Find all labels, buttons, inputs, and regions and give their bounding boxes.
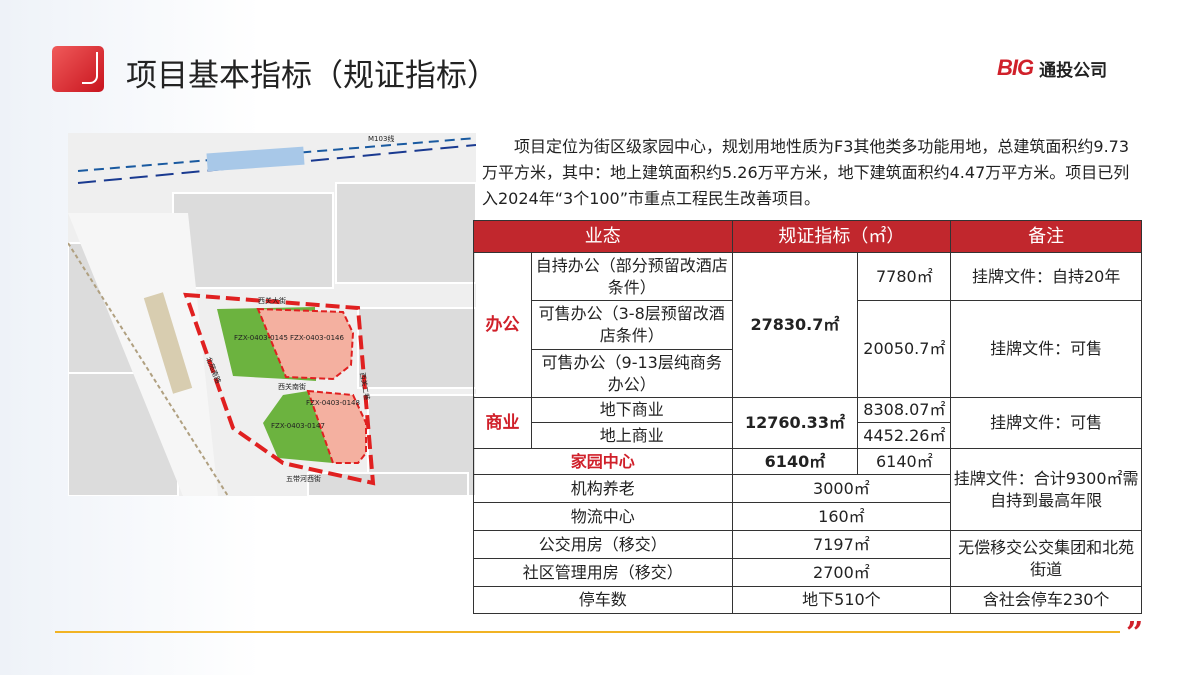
note: 挂牌文件：可售 <box>950 397 1142 449</box>
table-row: 公交用房（移交） 7197㎡ 无偿移交公交集团和北苑街道 <box>473 530 1142 587</box>
value: 地下510个 <box>731 586 952 614</box>
site-map: 西关大街 西关南街 五带河西街 北苑南路 西关二巷 M103线 FZX-0403… <box>68 133 476 496</box>
note: 挂牌文件：可售 <box>950 300 1142 398</box>
header-type: 业态 <box>473 220 733 253</box>
sub-value: 20050.7㎡ <box>857 300 952 398</box>
brand-logo-mark: BIG <box>997 55 1034 80</box>
value: 7197㎡ <box>731 530 952 559</box>
table-row: 物流中心 160㎡ <box>473 502 1142 531</box>
map-label: M103线 <box>368 134 394 143</box>
home-center: 家园中心 <box>473 448 733 475</box>
indicator-table: 业态 规证指标（㎡） 备注 办公 自持办公（部分预留改酒店条件） 27830.7… <box>473 220 1142 614</box>
sub-value: 7780㎡ <box>857 252 952 301</box>
item: 可售办公（3-8层预留改酒店条件） <box>530 300 733 350</box>
parcel-label: FZX-0403-0147 <box>271 422 325 430</box>
parcel-label: FZX-0403-0148 <box>306 399 360 407</box>
item: 地下商业 <box>530 397 733 423</box>
parcel-label: FZX-0403-0146 <box>290 334 344 342</box>
home-total: 6140㎡ <box>731 448 859 475</box>
sub-value: 8308.07㎡ <box>857 397 952 423</box>
item: 公交用房（移交） <box>473 530 733 559</box>
category-office: 办公 <box>473 252 532 398</box>
table-row: 地上商业 4452.26㎡ <box>474 422 1142 449</box>
item: 自持办公（部分预留改酒店条件） <box>530 252 733 301</box>
item: 物流中心 <box>473 502 733 531</box>
table-row: 停车数 地下510个 含社会停车230个 <box>473 586 1142 614</box>
map-label: 西关大街 <box>258 296 286 305</box>
note: 挂牌文件：自持20年 <box>950 252 1142 301</box>
value: 2700㎡ <box>731 558 952 587</box>
parcel-label: FZX-0403-0145 <box>234 334 288 342</box>
item: 机构养老 <box>473 474 733 503</box>
quote-icon: ” <box>1126 616 1144 651</box>
value: 3000㎡ <box>731 474 952 503</box>
title-mark-icon <box>52 46 104 92</box>
map-label: 西关南街 <box>278 382 306 391</box>
item: 可售办公（9-13层纯商务办公） <box>530 349 733 398</box>
item: 地上商业 <box>530 422 733 449</box>
value: 160㎡ <box>731 502 952 531</box>
page-title: 项目基本指标（规证指标） <box>126 58 498 94</box>
brand-logo: BIG 通投公司 <box>997 55 1107 81</box>
header-note: 备注 <box>950 220 1142 253</box>
table-row: 可售办公（3-8层预留改酒店条件） 20050.7㎡ 挂牌文件：可售 <box>474 300 1142 398</box>
office-total: 27830.7㎡ <box>731 252 859 398</box>
table-row: 家园中心 6140㎡ 6140㎡ 挂牌文件：合计9300㎡需自持到最高年限 <box>473 448 1142 531</box>
note: 无偿移交公交集团和北苑街道 <box>950 530 1142 587</box>
table-row: 社区管理用房（移交） 2700㎡ <box>473 558 1142 587</box>
sub-value: 4452.26㎡ <box>857 422 952 449</box>
note: 含社会停车230个 <box>950 586 1142 614</box>
table-header-row: 业态 规证指标（㎡） 备注 <box>473 220 1142 253</box>
item: 停车数 <box>473 586 733 614</box>
commerce-total: 12760.33㎡ <box>731 397 859 449</box>
sub-value: 6140㎡ <box>857 448 952 475</box>
project-intro: 项目定位为街区级家园中心，规划用地性质为F3其他类多功能用地，总建筑面积约9.7… <box>482 137 1130 208</box>
note: 挂牌文件：合计9300㎡需自持到最高年限 <box>950 448 1142 531</box>
header-indicator: 规证指标（㎡） <box>731 220 952 253</box>
table-row: 办公 自持办公（部分预留改酒店条件） 27830.7㎡ 7780㎡ 挂牌文件：自… <box>473 252 1142 398</box>
brand-name: 通投公司 <box>1039 60 1108 81</box>
table-row: 商业 地下商业 12760.33㎡ 8308.07㎡ 挂牌文件：可售 <box>473 397 1142 449</box>
table-row: 可售办公（9-13层纯商务办公） <box>474 349 1142 398</box>
category-commerce: 商业 <box>473 397 532 449</box>
divider <box>55 631 1120 633</box>
map-label: 五带河西街 <box>286 474 321 483</box>
item: 社区管理用房（移交） <box>473 558 733 587</box>
